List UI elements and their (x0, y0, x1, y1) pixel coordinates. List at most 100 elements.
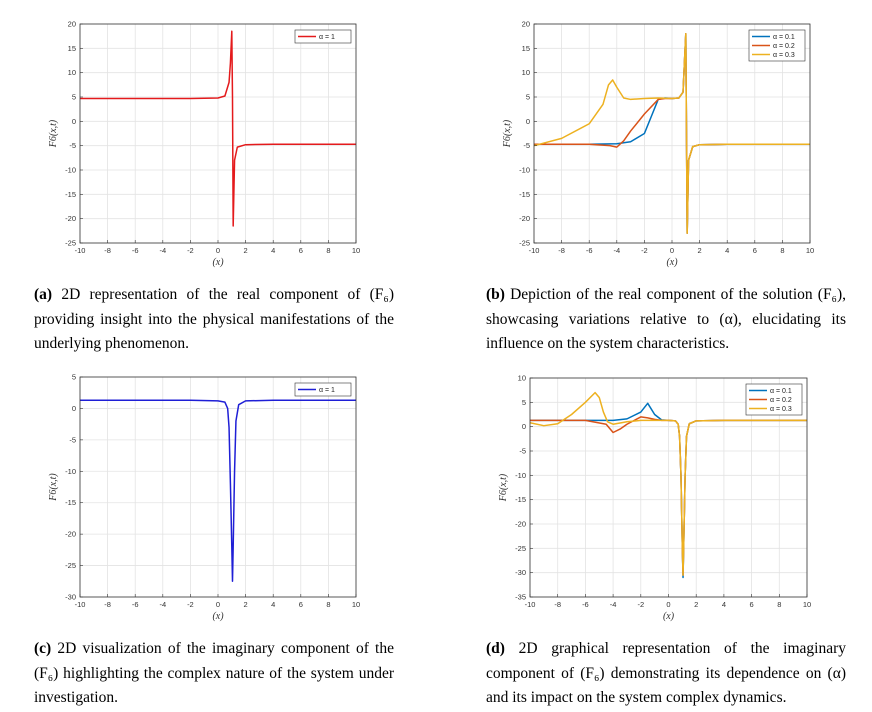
y-tick-label: 10 (518, 374, 526, 383)
y-tick-label: -10 (65, 467, 76, 476)
x-tick-label: -2 (637, 600, 644, 609)
y-tick-label: -10 (519, 166, 530, 175)
x-tick-label: 10 (352, 600, 360, 609)
y-tick-label: -20 (515, 520, 526, 529)
y-tick-label: -30 (515, 568, 526, 577)
x-tick-label: -6 (582, 600, 589, 609)
y-tick-label: -5 (69, 141, 76, 150)
y-tick-label: -25 (519, 239, 530, 248)
x-tick-label: 6 (753, 246, 757, 255)
x-tick-label: 4 (725, 246, 729, 255)
x-tick-label: -4 (159, 600, 166, 609)
x-tick-label: -8 (554, 600, 561, 609)
x-tick-label: -2 (187, 600, 194, 609)
x-tick-label: 10 (803, 600, 811, 609)
x-tick-label: 2 (694, 600, 698, 609)
legend-box (294, 29, 352, 44)
legend-label: α = 1 (319, 34, 335, 41)
y-axis-label: F6(x,t) (48, 473, 59, 502)
x-axis-label: (x) (212, 257, 224, 268)
series-line (529, 391, 807, 576)
y-tick-label: 0 (522, 422, 526, 431)
y-tick-label: -5 (523, 141, 530, 150)
y-tick-label: -15 (65, 498, 76, 507)
series-line (80, 30, 356, 227)
caption-tag: (a) (34, 286, 53, 303)
x-tick-label: -4 (159, 246, 166, 255)
panel-b: -10 -8 -6 -4 -2 0 2 4 6 8 10 -25 -20 -15 -10 -5 0 5 10 15 20… (436, 0, 872, 356)
chart-b: -10 -8 -6 -4 -2 0 2 4 6 8 10-25-20-15-10-505101520… (502, 20, 814, 269)
x-tick-label: -10 (75, 246, 86, 255)
y-tick-label: 15 (522, 44, 530, 53)
x-tick-label: -8 (104, 600, 111, 609)
caption-text: 2D representation of the real component … (34, 286, 394, 352)
x-tick-label: 4 (271, 600, 275, 609)
legend-box (294, 382, 352, 397)
x-tick-label: 0 (216, 600, 220, 609)
x-tick-label: 6 (299, 600, 303, 609)
y-tick-label: 5 (526, 93, 530, 102)
y-axis-label: F6(x,t) (502, 119, 513, 148)
y-tick-label: -5 (69, 435, 76, 444)
legend-label: α = 0.3 (770, 406, 792, 413)
x-tick-label: 6 (299, 246, 303, 255)
x-tick-label: -2 (187, 246, 194, 255)
x-tick-label: 10 (352, 246, 360, 255)
x-tick-label: 8 (777, 600, 781, 609)
legend-label: α = 1 (319, 387, 335, 394)
y-tick-label: 5 (522, 398, 526, 407)
y-tick-label: 5 (72, 93, 76, 102)
x-tick-label: -10 (529, 246, 540, 255)
caption-tag: (c) (34, 640, 52, 657)
y-tick-label: -20 (519, 214, 530, 223)
caption-c: (c) 2D visualization of the imaginary co… (34, 637, 394, 711)
x-tick-label: 2 (244, 246, 248, 255)
x-tick-label: -2 (641, 246, 648, 255)
y-tick-label: -10 (515, 471, 526, 480)
legend-label: α = 0.1 (773, 34, 795, 41)
series-line (80, 399, 356, 583)
x-tick-label: 6 (750, 600, 754, 609)
y-tick-label: 0 (72, 404, 76, 413)
y-tick-label: -30 (65, 593, 76, 602)
chart-c: -10 -8 -6 -4 -2 0 2 4 6 8 10-30-25-20-15-10-505(x)… (48, 373, 360, 623)
x-tick-label: 0 (670, 246, 674, 255)
caption-text: 2D graphical representation of the imagi… (486, 640, 847, 706)
y-tick-label: -20 (65, 530, 76, 539)
y-tick-label: 10 (68, 68, 76, 77)
caption-text: Depiction of the real component of the s… (486, 286, 847, 352)
y-tick-label: -10 (65, 166, 76, 175)
x-tick-label: 4 (271, 246, 275, 255)
x-tick-label: -4 (613, 246, 620, 255)
caption-a: (a) 2D representation of the real compon… (34, 283, 394, 357)
y-tick-label: -15 (519, 190, 530, 199)
x-tick-label: 0 (666, 600, 670, 609)
legend-label: α = 0.2 (770, 397, 792, 404)
legend-label: α = 0.2 (773, 43, 795, 50)
legend-label: α = 0.1 (770, 388, 792, 395)
series-line (533, 32, 810, 235)
y-tick-label: 15 (68, 44, 76, 53)
x-axis-label: (x) (212, 611, 224, 622)
y-tick-label: -25 (65, 561, 76, 570)
caption-b: (b) Depiction of the real component of t… (486, 283, 846, 357)
y-tick-label: -5 (519, 447, 526, 456)
x-tick-label: -8 (104, 246, 111, 255)
panel-d: -10 -8 -6 -4 -2 0 2 4 6 8 10 -35 -30 -25 -20 -15 -10 -5 0 5… (436, 356, 872, 712)
y-tick-label: -25 (515, 544, 526, 553)
x-tick-label: -10 (75, 600, 86, 609)
x-tick-label: -8 (558, 246, 565, 255)
x-tick-label: 8 (326, 246, 330, 255)
y-tick-label: -15 (515, 495, 526, 504)
x-tick-label: -6 (586, 246, 593, 255)
y-tick-label: -15 (65, 190, 76, 199)
chart-d: -10 -8 -6 -4 -2 0 2 4 6 8 10-35-30-25-20-15-10-505… (498, 374, 811, 623)
y-tick-label: 0 (526, 117, 530, 126)
panel-a: -10 -8 -6 -4 -2 0 2 4 6 8 10 -25 -20 -15 -10 -5 0 5 10 15 20… (0, 0, 436, 356)
x-tick-label: 10 (806, 246, 814, 255)
caption-tag: (b) (486, 286, 505, 303)
x-tick-label: 2 (244, 600, 248, 609)
y-tick-label: -25 (65, 239, 76, 248)
y-tick-label: -35 (515, 593, 526, 602)
y-tick-label: 5 (72, 373, 76, 382)
